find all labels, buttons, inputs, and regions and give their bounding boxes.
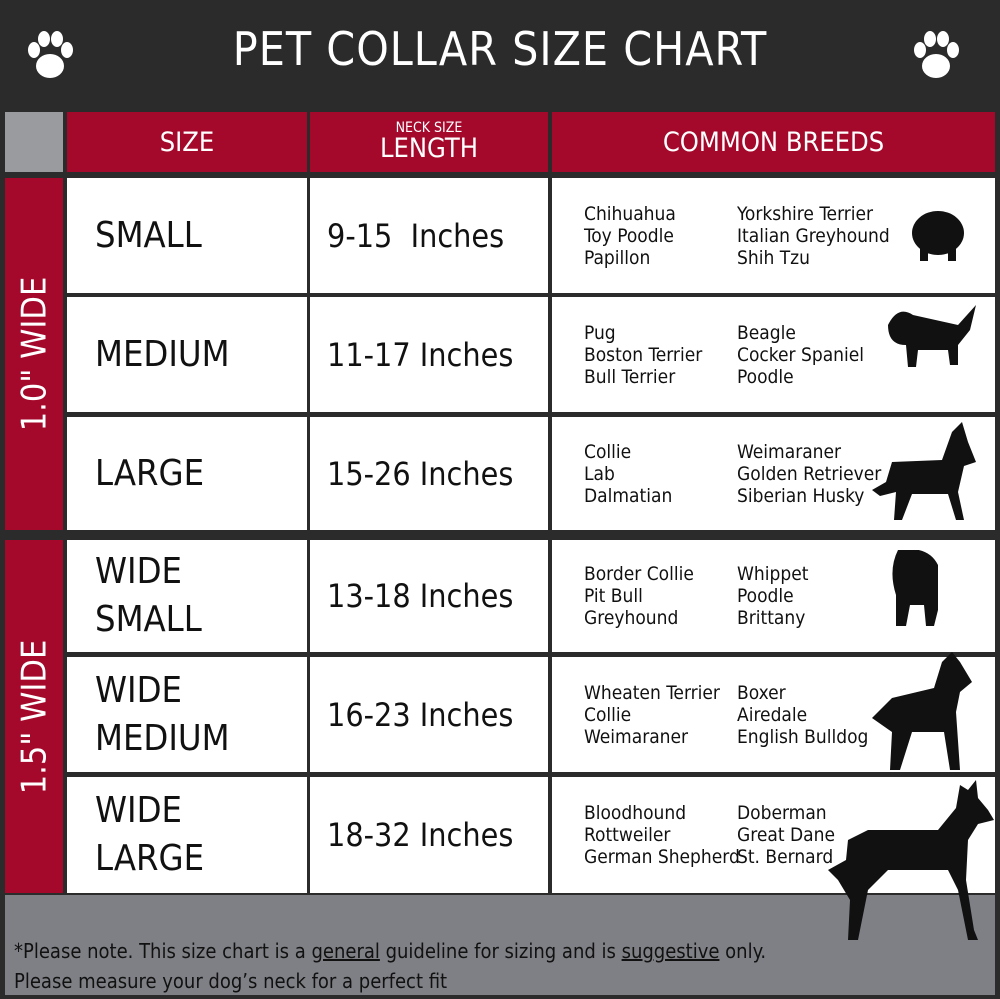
breed-name: Weimaraner bbox=[737, 440, 842, 463]
breed-name: Italian Greyhound bbox=[737, 224, 890, 247]
length-value: 13-18 Inches bbox=[327, 577, 514, 615]
group-label-1-5in: 1.5" WIDE bbox=[5, 540, 63, 893]
length-cell: 11-17 Inches bbox=[310, 297, 548, 412]
group-label-1in: 1.0" WIDE bbox=[5, 178, 63, 530]
length-cell: 16-23 Inches bbox=[310, 657, 548, 772]
header-length-label: LENGTH bbox=[379, 133, 478, 164]
size-cell: WIDE SMALL bbox=[67, 540, 307, 652]
length-value: 16-23 Inches bbox=[327, 695, 514, 734]
breeds-cell: Pug Boston Terrier Bull Terrier Beagle Cocke… bbox=[552, 297, 995, 412]
breed-name: Shih Tzu bbox=[737, 246, 810, 269]
length-cell: 13-18 Inches bbox=[310, 540, 548, 652]
header-neck-size-label: NECK SIZE bbox=[395, 120, 463, 136]
doberman-silhouette bbox=[828, 780, 994, 940]
breed-name: St. Bernard bbox=[737, 846, 834, 868]
breed-name: Weimaraner bbox=[584, 725, 689, 748]
paw-icon bbox=[914, 31, 959, 78]
size-cell: WIDE MEDIUM bbox=[67, 657, 307, 772]
breed-name: Boxer bbox=[737, 681, 786, 704]
group-label-text: 1.5" WIDE bbox=[14, 639, 55, 794]
note-text: only. bbox=[719, 939, 767, 963]
header-size: SIZE bbox=[67, 112, 307, 172]
breed-name: Boston Terrier bbox=[584, 343, 703, 366]
size-label: SMALL bbox=[95, 214, 202, 256]
breed-name: Bull Terrier bbox=[584, 365, 676, 388]
breed-name: Rottweiler bbox=[584, 824, 671, 846]
size-label: LARGE bbox=[95, 838, 205, 879]
note-emphasis-suggestive: suggestive bbox=[621, 939, 720, 963]
footer bbox=[5, 895, 995, 995]
size-label: MEDIUM bbox=[95, 333, 230, 375]
breed-name: Collie bbox=[584, 703, 632, 726]
note-emphasis-general: general bbox=[311, 939, 380, 963]
breed-name: Chihuahua bbox=[584, 202, 676, 225]
breed-name: Pit Bull bbox=[584, 585, 643, 607]
dog-silhouette bbox=[912, 211, 964, 261]
length-value: 18-32 Inches bbox=[327, 816, 514, 854]
note-text: guideline for sizing and is bbox=[379, 939, 622, 963]
breed-name: Great Dane bbox=[737, 824, 835, 846]
size-label: WIDE bbox=[95, 551, 182, 592]
length-value: 9-15 Inches bbox=[327, 216, 505, 255]
dog-silhouette bbox=[888, 305, 976, 367]
paw-icon bbox=[28, 31, 73, 78]
breed-name: Greyhound bbox=[584, 607, 679, 629]
breed-name: Bloodhound bbox=[584, 802, 687, 824]
breed-name: Wheaten Terrier bbox=[584, 681, 720, 704]
header-breeds: COMMON BREEDS bbox=[552, 112, 995, 172]
header-breeds-label: COMMON BREEDS bbox=[662, 126, 885, 158]
breed-name: Pug bbox=[584, 321, 616, 344]
breed-name: Golden Retriever bbox=[737, 462, 882, 485]
breed-name: Border Collie bbox=[584, 563, 694, 585]
size-cell: WIDE LARGE bbox=[67, 777, 307, 893]
breed-name: Dalmatian bbox=[584, 484, 673, 507]
length-value: 15-26 Inches bbox=[327, 454, 514, 493]
breed-name: Siberian Husky bbox=[737, 484, 865, 507]
group-label-text: 1.0" WIDE bbox=[14, 276, 55, 432]
dog-silhouette bbox=[872, 652, 972, 770]
disclaimer-note: *Please note. This size chart is a gener… bbox=[14, 936, 766, 996]
breed-name: Airedale bbox=[737, 703, 808, 726]
size-label: WIDE bbox=[95, 669, 182, 711]
chart-title: PET COLLAR SIZE CHART bbox=[232, 22, 768, 76]
note-line-2: Please measure your dog’s neck for a per… bbox=[14, 969, 448, 993]
breed-name: Lab bbox=[584, 462, 615, 485]
size-cell: MEDIUM bbox=[67, 297, 307, 412]
header-length: NECK SIZE LENGTH bbox=[310, 112, 548, 172]
breed-name: Poodle bbox=[737, 365, 794, 388]
dog-silhouette bbox=[872, 422, 976, 520]
breed-name: Whippet bbox=[737, 563, 809, 585]
breed-name: Beagle bbox=[737, 321, 796, 344]
breed-name: German Shepherd bbox=[584, 846, 740, 868]
breed-name: Papillon bbox=[584, 246, 651, 269]
size-cell: SMALL bbox=[67, 178, 307, 293]
length-cell: 9-15 Inches bbox=[310, 178, 548, 293]
size-label: SMALL bbox=[95, 599, 202, 640]
size-label: MEDIUM bbox=[95, 717, 230, 759]
breed-name: Poodle bbox=[737, 585, 794, 607]
header-size-label: SIZE bbox=[159, 126, 215, 158]
breed-name: Yorkshire Terrier bbox=[737, 202, 874, 225]
breed-name: English Bulldog bbox=[737, 725, 869, 748]
corner-cell bbox=[5, 112, 63, 172]
size-label: LARGE bbox=[95, 452, 205, 494]
size-label: WIDE bbox=[95, 790, 182, 831]
breed-name: Collie bbox=[584, 440, 632, 463]
length-cell: 18-32 Inches bbox=[310, 777, 548, 893]
length-cell: 15-26 Inches bbox=[310, 417, 548, 530]
size-cell: LARGE bbox=[67, 417, 307, 530]
breed-name: Brittany bbox=[737, 607, 806, 629]
breed-name: Cocker Spaniel bbox=[737, 343, 865, 366]
note-text: *Please note. This size chart is a bbox=[14, 939, 312, 963]
breed-name: Doberman bbox=[737, 802, 827, 824]
dog-silhouette bbox=[892, 550, 938, 626]
length-value: 11-17 Inches bbox=[327, 335, 514, 374]
breed-name: Toy Poodle bbox=[584, 224, 674, 247]
